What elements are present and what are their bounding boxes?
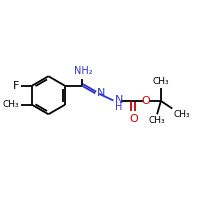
Text: O: O	[129, 114, 138, 124]
Text: CH₃: CH₃	[3, 100, 20, 109]
Text: N: N	[115, 95, 124, 105]
Text: NH₂: NH₂	[74, 66, 92, 76]
Text: O: O	[141, 96, 150, 106]
Text: CH₃: CH₃	[173, 110, 190, 119]
Text: N: N	[97, 88, 106, 98]
Text: H: H	[115, 102, 123, 112]
Text: CH₃: CH₃	[149, 116, 165, 125]
Text: F: F	[13, 81, 20, 91]
Text: CH₃: CH₃	[153, 77, 169, 86]
